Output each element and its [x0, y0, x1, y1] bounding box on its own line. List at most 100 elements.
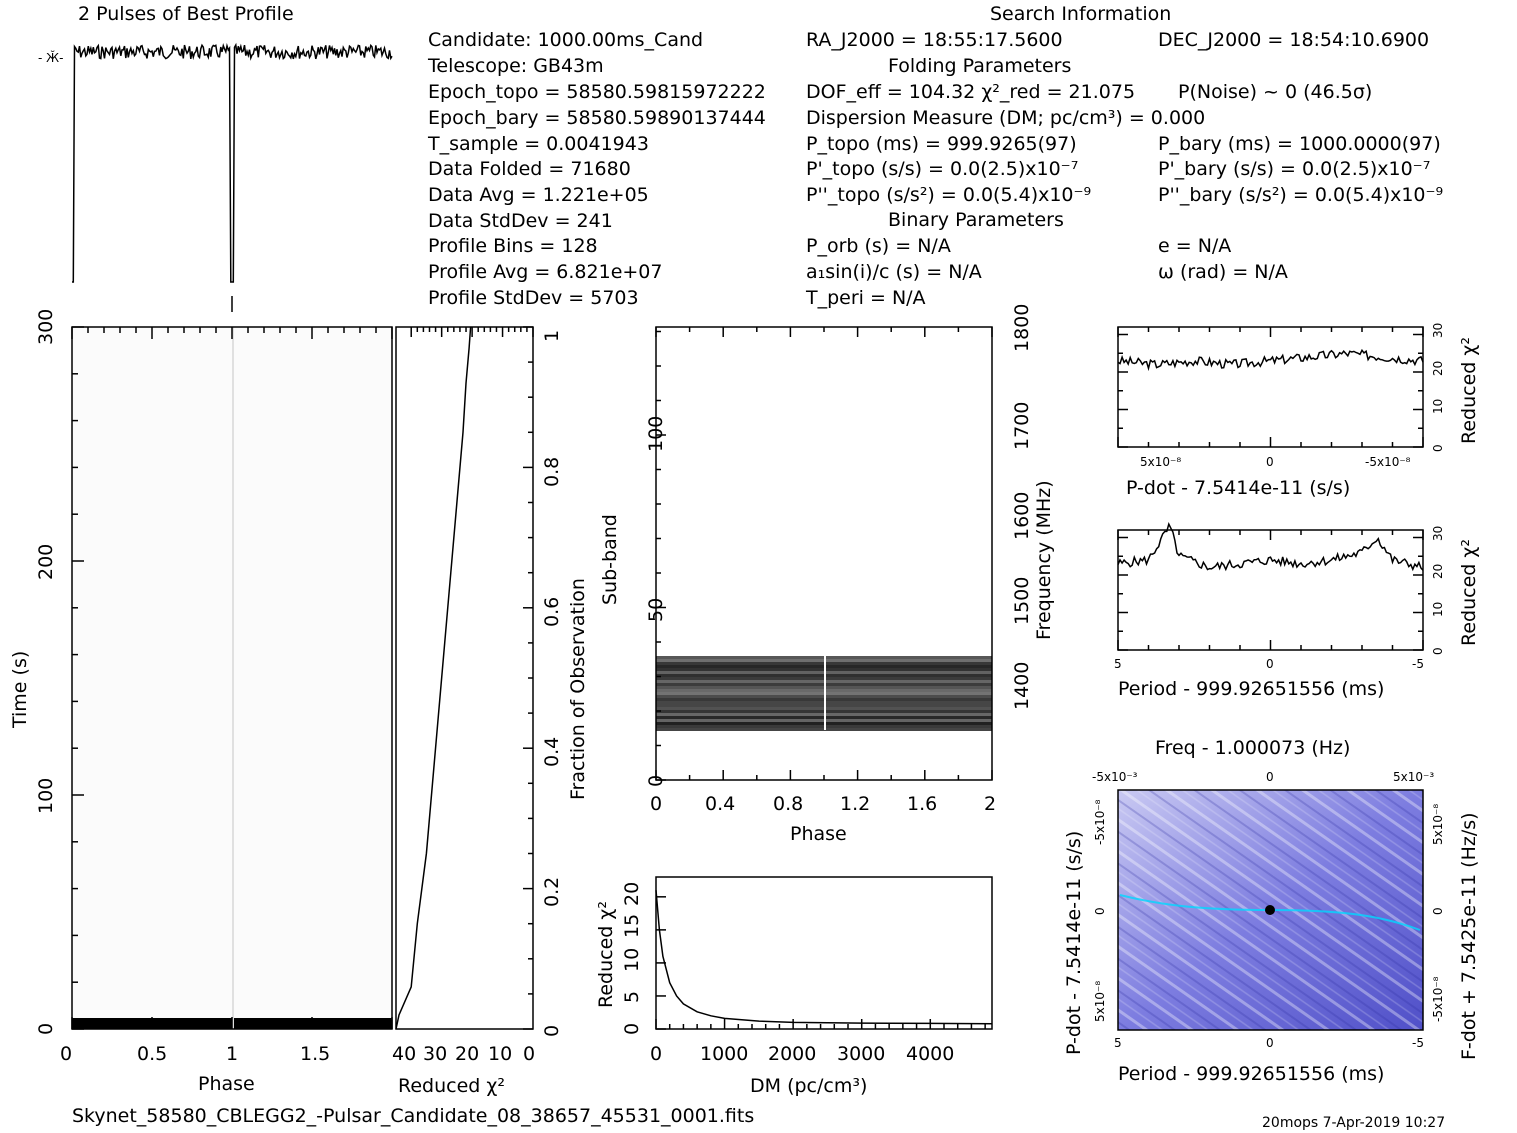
tc-xtick-1: 30 — [423, 1043, 447, 1065]
tc-ytick-2: 0.4 — [541, 737, 563, 767]
pd-xtick-0: 5x10⁻⁸ — [1140, 455, 1181, 469]
tc-ytick-4: 0.8 — [541, 457, 563, 487]
subband-panel: 0 0.4 0.8 1.2 1.6 2 Phase 0 50 100 Sub-b… — [599, 304, 1055, 845]
profile-errorbar: - Ӂ- — [38, 50, 63, 65]
dm-ylabel: Reduced χ² — [595, 901, 617, 1008]
profile-trace — [72, 42, 393, 283]
pr-ytick-1: 10 — [1431, 602, 1445, 617]
ppdot-panel: Freq - 1.000073 (Hz) -5x10⁻³ 0 5x10⁻³ 5 … — [1063, 737, 1480, 1085]
tp-xlabel: Phase — [198, 1073, 255, 1095]
dm-xtick-2: 2000 — [768, 1043, 816, 1065]
dm-ytick-2: 10 — [621, 948, 643, 972]
info-dof: DOF_eff = 104.32 χ²_red = 21.075 — [806, 81, 1135, 103]
info-epoch-topo: Epoch_topo = 58580.59815972222 — [428, 81, 766, 103]
pp-title: Freq - 1.000073 (Hz) — [1155, 737, 1350, 759]
pr-xtick-2: -5 — [1412, 657, 1424, 671]
tp-xtick-3: 1.5 — [300, 1043, 330, 1065]
sb-xtick-5: 2 — [984, 793, 996, 815]
profile-plot: - Ӂ- — [38, 42, 393, 312]
info-right: DEC_J2000 = 18:54:10.6900 P(Noise) ~ 0 (… — [1158, 29, 1443, 283]
sb-xtick-0: 0 — [650, 793, 662, 815]
pp-xlabel: Period - 999.92651556 (ms) — [1118, 1063, 1384, 1085]
info-ra: RA_J2000 = 18:55:17.5600 — [806, 29, 1063, 51]
period-panel: 5 0 -5 Period - 999.92651556 (ms) 0 10 2… — [1114, 522, 1480, 700]
info-profile-avg: Profile Avg = 6.821e+07 — [428, 261, 663, 283]
search-title: Search Information — [990, 3, 1171, 25]
info-pdot-topo: P'_topo (s/s) = 0.0(2.5)x10⁻⁷ — [806, 158, 1078, 180]
pd-ytick-1: 10 — [1431, 399, 1445, 414]
pp-ytick2-0: 5x10⁻⁸ — [1431, 804, 1445, 845]
pd-xtick-1: 0 — [1266, 455, 1274, 469]
tc-ylabel: Fraction of Observation — [567, 578, 589, 800]
pd-ytick-2: 20 — [1431, 361, 1445, 376]
sb-ytick-0: 0 — [645, 775, 667, 787]
sb-ytick-2: 100 — [645, 416, 667, 452]
pp-ytick2-1: 0 — [1431, 907, 1445, 915]
tp-xtick-1: 0.5 — [137, 1043, 167, 1065]
dm-trace — [655, 890, 993, 1025]
time-chi2-panel: 40 30 20 10 0 Reduced χ² 0 0.2 0.4 0.6 0… — [392, 326, 589, 1097]
tp-xtick-0: 0 — [60, 1043, 72, 1065]
pdot-frame — [1117, 326, 1424, 448]
ppdot-frame — [1117, 789, 1424, 1031]
pp-xtick-2: -5 — [1412, 1036, 1424, 1050]
info-pddot-topo: P''_topo (s/s²) = 0.0(5.4)x10⁻⁹ — [806, 184, 1091, 206]
info-pdot-bary: P'_bary (s/s) = 0.0(2.5)x10⁻⁷ — [1158, 158, 1430, 180]
info-porb: P_orb (s) = N/A — [806, 235, 951, 257]
period-frame — [1117, 529, 1424, 651]
info-data-stddev: Data StdDev = 241 — [428, 210, 613, 232]
sb-ytick2-3: 1700 — [1011, 402, 1033, 450]
info-a1sini: a₁sin(i)/c (s) = N/A — [806, 261, 982, 283]
dm-ticks — [655, 896, 986, 1030]
time-phase-ticks — [71, 326, 393, 1030]
pdot-ticks — [1117, 327, 1424, 448]
info-pnoise: P(Noise) ~ 0 (46.5σ) — [1178, 81, 1372, 103]
pd-ylabel: Reduced χ² — [1458, 337, 1480, 444]
tp-ytick-3: 300 — [35, 309, 57, 345]
dm-xlabel: DM (pc/cm³) — [750, 1075, 867, 1097]
pr-ylabel: Reduced χ² — [1458, 539, 1480, 646]
info-data-avg: Data Avg = 1.221e+05 — [428, 184, 649, 206]
profile-title: 2 Pulses of Best Profile — [78, 3, 294, 25]
info-left: Candidate: 1000.00ms_Cand Telescope: GB4… — [427, 29, 766, 309]
pp-ytick-0: -5x10⁻⁸ — [1093, 799, 1107, 845]
tc-ytick-3: 0.6 — [541, 597, 563, 627]
sb-xtick-2: 0.8 — [773, 793, 803, 815]
info-dec: DEC_J2000 = 18:54:10.6900 — [1158, 29, 1429, 51]
pr-xtick-1: 0 — [1266, 657, 1274, 671]
tc-xtick-2: 20 — [455, 1043, 479, 1065]
sb-ytick2-0: 1400 — [1011, 662, 1033, 710]
footer-stamp: 20mops 7-Apr-2019 10:27 — [1262, 1115, 1445, 1131]
pd-xtick-2: -5x10⁻⁸ — [1365, 455, 1411, 469]
dm-xtick-0: 0 — [650, 1043, 662, 1065]
dm-ytick-4: 20 — [621, 882, 643, 906]
time-chi2-ticks — [410, 326, 534, 1030]
pp-ytick2-2: -5x10⁻⁸ — [1431, 976, 1445, 1022]
dm-xtick-3: 3000 — [837, 1043, 885, 1065]
tc-ytick-0: 0 — [541, 1025, 563, 1037]
sb-xtick-1: 0.4 — [705, 793, 735, 815]
pr-ytick-2: 20 — [1431, 564, 1445, 579]
sb-ytick2-2: 1600 — [1011, 492, 1033, 540]
info-tsample: T_sample = 0.0041943 — [427, 133, 649, 155]
time-chi2-trace — [395, 326, 472, 1030]
pp-ylabel: P-dot - 7.5414e-11 (s/s) — [1063, 831, 1085, 1055]
info-mid: RA_J2000 = 18:55:17.5600 DOF_eff = 104.3… — [805, 29, 1205, 309]
dm-ytick-3: 15 — [621, 914, 643, 938]
pp-ytick-1: 0 — [1093, 907, 1107, 915]
sb-xlabel: Phase — [790, 823, 847, 845]
pp-ytick-2: 5x10⁻⁸ — [1093, 981, 1107, 1022]
tc-xtick-4: 0 — [523, 1043, 535, 1065]
info-dm: Dispersion Measure (DM; pc/cm³) = 0.000 — [806, 107, 1205, 129]
tp-ylabel: Time (s) — [9, 651, 31, 729]
sb-ylabel: Sub-band — [599, 514, 621, 605]
pp-xtick-top-2: 5x10⁻³ — [1393, 770, 1434, 784]
tc-ytick-5: 1 — [541, 330, 563, 342]
info-ptopo: P_topo (ms) = 999.9265(97) — [806, 133, 1077, 155]
dm-xtick-4: 4000 — [906, 1043, 954, 1065]
tp-xtick-2: 1 — [226, 1043, 238, 1065]
sb-xtick-4: 1.6 — [907, 793, 937, 815]
sb-ylabel2: Frequency (MHz) — [1033, 480, 1055, 640]
footer-filename: Skynet_58580_CBLEGG2_-Pulsar_Candidate_0… — [72, 1105, 754, 1127]
pp-xtick-1: 0 — [1266, 1036, 1274, 1050]
